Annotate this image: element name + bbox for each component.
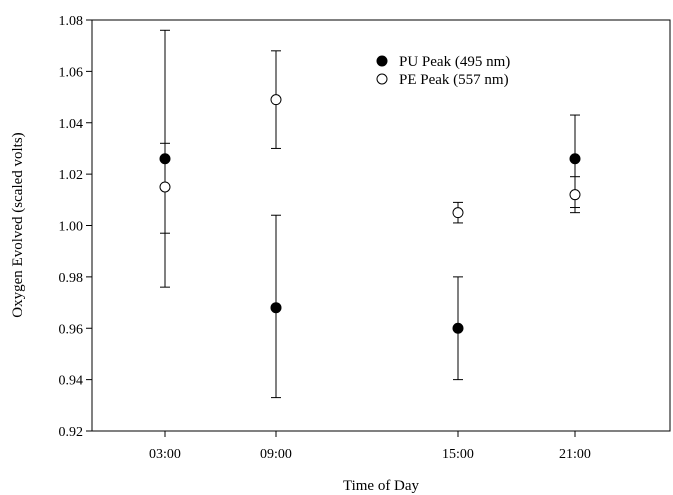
x-tick-label: 03:00 bbox=[149, 447, 181, 462]
pu-peak-point bbox=[270, 302, 282, 314]
y-tick-label: 0.98 bbox=[59, 271, 84, 286]
data-marks bbox=[159, 29, 581, 399]
legend-marker-open bbox=[376, 73, 388, 85]
y-tick-label: 0.96 bbox=[59, 322, 84, 337]
pu-peak-point bbox=[569, 153, 581, 165]
y-tick-label: 1.08 bbox=[59, 14, 84, 29]
pu-peak-point bbox=[452, 322, 464, 334]
x-axis-title: Time of Day bbox=[343, 478, 420, 494]
legend-label: PE Peak (557 nm) bbox=[399, 72, 509, 88]
y-tick-label: 1.02 bbox=[59, 168, 84, 183]
y-tick-label: 0.94 bbox=[59, 374, 84, 389]
x-tick-label: 09:00 bbox=[260, 447, 292, 462]
pe-peak-point bbox=[159, 181, 171, 193]
y-tick-label: 1.04 bbox=[59, 117, 84, 132]
pe-peak-point bbox=[452, 207, 464, 219]
y-tick-label: 1.00 bbox=[59, 220, 84, 235]
pu-peak-point bbox=[159, 153, 171, 165]
x-tick-label: 15:00 bbox=[442, 447, 474, 462]
legend-marker-filled bbox=[376, 55, 388, 67]
x-tick-label: 21:00 bbox=[559, 447, 591, 462]
x-axis: 03:00 09:00 15:00 21:00 bbox=[149, 431, 591, 462]
legend: PU Peak (495 nm) PE Peak (557 nm) bbox=[376, 54, 510, 88]
pe-peak-point bbox=[569, 189, 581, 201]
y-tick-label: 0.92 bbox=[59, 425, 84, 440]
pe-peak-point bbox=[270, 94, 282, 106]
y-tick-label: 1.06 bbox=[59, 65, 84, 80]
y-axis: 0.92 0.94 0.96 0.98 1.00 1.02 1.04 1.06 1.08 bbox=[59, 14, 92, 440]
legend-label: PU Peak (495 nm) bbox=[399, 54, 510, 70]
y-axis-title: Oxygen Evolved (scaled volts) bbox=[10, 132, 26, 317]
